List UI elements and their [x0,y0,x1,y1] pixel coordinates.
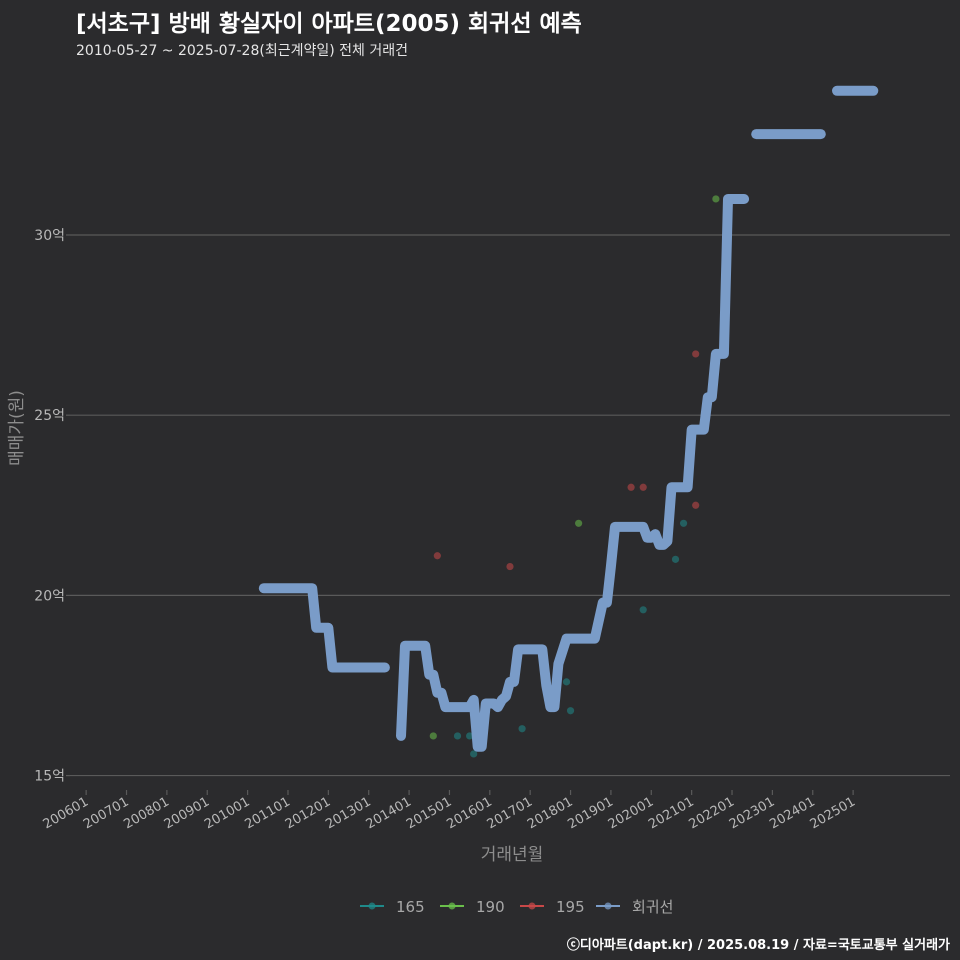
x-axis-label: 거래년월 [481,845,544,865]
x-tick-label: 201501 [404,794,454,832]
legend-label: 회귀선 [632,898,673,916]
scatter-point-165 [470,750,478,758]
legend-label: 190 [476,898,505,916]
x-tick-label: 201301 [323,794,373,832]
x-tick-label: 201901 [565,794,615,832]
y-tick-label: 20억 [34,588,65,604]
chart-title: [서초구] 방배 황실자이 아파트(2005) 회귀선 예측 [76,11,582,37]
regression-line [258,85,879,752]
legend-swatch-dot [448,902,456,910]
regression-line-segment [258,583,390,673]
chart-subtitle: 2010-05-27 ~ 2025-07-28(최근계약일) 전체 거래건 [76,43,408,59]
y-tick-label: 30억 [34,228,65,244]
x-tick-label: 201001 [202,794,252,832]
x-tick-label: 202401 [767,794,817,832]
regression-line-segment [396,194,750,752]
x-tick-label: 201401 [364,794,414,832]
scatter-points [429,195,720,758]
scatter-point-195 [692,501,700,509]
x-tick-label: 201601 [444,794,494,832]
legend-label: 195 [556,898,585,916]
y-tick-label: 15억 [34,769,65,785]
scatter-point-165 [453,732,462,740]
x-tick-label: 202201 [687,794,737,832]
legend-swatch-dot [368,902,376,910]
x-tick-label: 200701 [81,794,131,832]
legend: 165 190 195 회귀선 [360,898,673,916]
scatter-point-165 [466,732,474,740]
scatter-point-165 [518,725,526,733]
x-tick-label: 200601 [41,794,91,832]
source-credit: ⓒ디아파트(dapt.kr) / 2025.08.19 / 자료=국토교통부 실… [566,938,950,953]
x-tick-label: 202501 [808,794,858,832]
x-tick-label: 201101 [242,794,292,832]
scatter-point-190 [575,519,583,527]
x-tick-label: 201801 [525,794,575,832]
scatter-point-190 [712,195,720,203]
x-tick-label: 202001 [606,794,656,832]
grid-lines [70,234,950,777]
y-axis-label: 매매가(원) [7,390,27,466]
scatter-point-190 [429,732,437,740]
x-tick-label: 202301 [727,794,777,832]
scatter-point-195 [627,483,635,491]
scatter-point-165 [679,519,688,527]
y-axis-ticks: 15억 20억 25억 30억 [34,228,70,785]
scatter-point-165 [639,606,647,614]
scatter-point-195 [506,562,514,571]
x-tick-label: 201201 [283,794,333,832]
scatter-point-195 [433,552,441,560]
scatter-point-165 [566,707,575,715]
scatter-point-165 [671,555,680,563]
scatter-point-195 [692,350,700,358]
x-tick-label: 201701 [485,794,535,832]
legend-swatch-dot [604,902,612,910]
scatter-point-195 [639,483,647,491]
legend-swatch-dot [528,902,536,910]
y-tick-label: 25억 [34,408,65,424]
x-axis-ticks: 2006012007012008012009012010012011012012… [41,790,858,832]
scatter-point-165 [562,678,571,686]
legend-label: 165 [396,898,425,916]
x-tick-label: 202101 [646,794,696,832]
x-tick-label: 200801 [121,794,171,832]
x-tick-label: 200901 [162,794,212,832]
